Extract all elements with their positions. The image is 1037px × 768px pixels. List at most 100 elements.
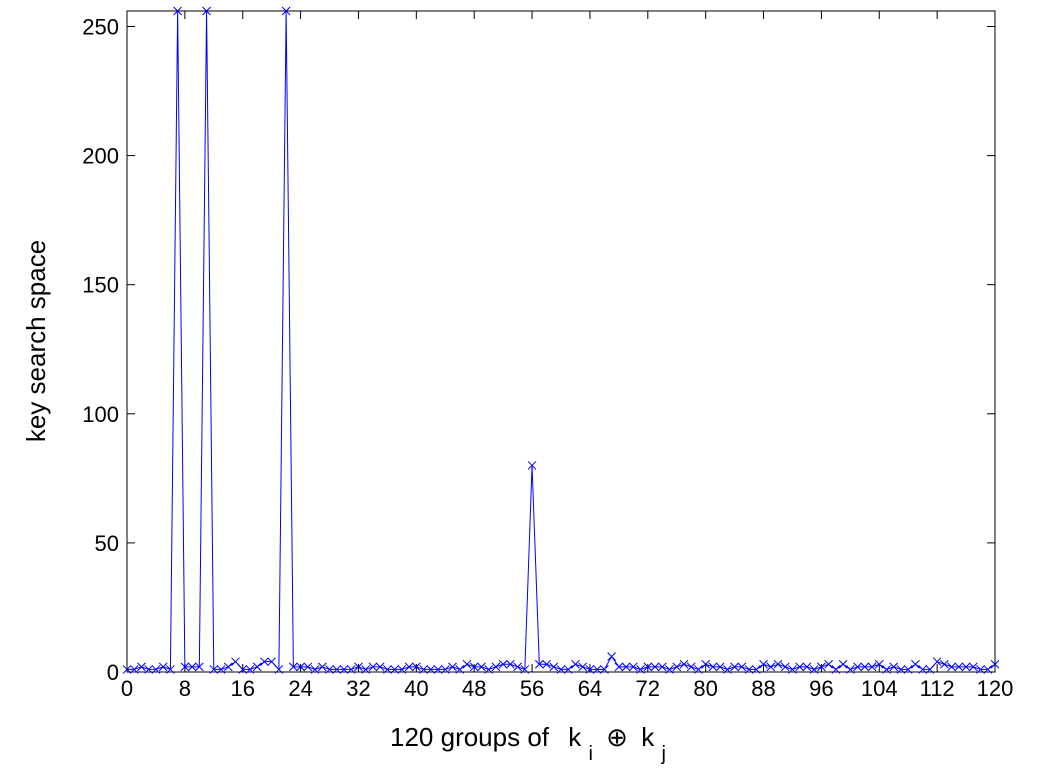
data-point-marker [911, 659, 920, 669]
data-point-marker [129, 665, 139, 674]
data-point-marker [824, 659, 833, 669]
data-point-marker [607, 652, 616, 661]
data-point-marker [751, 665, 761, 674]
data-point-marker [701, 659, 711, 669]
data-point-marker [903, 665, 913, 674]
x-tick-label: 64 [578, 676, 602, 701]
x-axis-label-sub-i: i [588, 743, 592, 765]
data-point-marker [744, 665, 754, 674]
data-point-marker [925, 665, 935, 674]
data-point-marker [882, 665, 891, 674]
data-point-marker [527, 461, 537, 470]
data-point-marker [628, 662, 638, 672]
data-point-marker [679, 659, 689, 669]
data-point-marker [578, 662, 588, 672]
data-point-marker [325, 665, 334, 674]
data-point-marker [961, 662, 971, 672]
data-point-marker [245, 665, 255, 674]
data-point-marker [296, 662, 305, 672]
data-point-marker [426, 665, 436, 674]
data-point-marker [332, 665, 342, 674]
data-point-marker [281, 6, 291, 16]
x-tick-label: 32 [346, 676, 370, 701]
data-point-marker [874, 659, 884, 669]
data-point-marker [542, 659, 551, 669]
x-tick-label: 40 [404, 676, 428, 701]
y-tick-label: 100 [82, 402, 119, 427]
data-point-marker [845, 665, 855, 674]
data-point-marker [556, 665, 566, 674]
data-point-marker [932, 657, 942, 667]
data-point-marker [397, 665, 407, 674]
data-point-marker [491, 662, 501, 672]
y-tick-label: 200 [82, 144, 119, 169]
data-point-marker [368, 662, 378, 672]
data-point-marker [137, 662, 146, 672]
data-point-marker [968, 662, 978, 672]
data-point-marker [650, 662, 660, 672]
data-point-marker [549, 662, 559, 672]
data-point-marker [643, 662, 653, 672]
data-point-marker [730, 662, 739, 672]
data-point-marker [715, 662, 725, 672]
data-point-marker [383, 665, 392, 674]
data-point-marker [375, 662, 385, 672]
data-point-marker [940, 659, 949, 669]
data-point-marker [158, 662, 168, 672]
data-point-marker [585, 665, 595, 674]
data-point-marker [636, 665, 645, 674]
data-point-marker [831, 665, 841, 674]
data-point-marker [571, 659, 580, 669]
data-point-marker [954, 662, 964, 672]
x-tick-label: 56 [520, 676, 544, 701]
data-point-marker [404, 662, 414, 672]
x-axis-label-k1: k [568, 722, 582, 752]
data-point-marker [223, 662, 233, 672]
data-point-marker [440, 665, 450, 674]
data-point-marker [166, 665, 175, 674]
data-point-marker [419, 665, 428, 674]
data-point-marker [788, 665, 797, 674]
x-axis-label-sub-j: j [660, 743, 665, 765]
data-point-marker [773, 659, 783, 669]
data-point-marker [513, 662, 522, 672]
data-point-marker [817, 662, 826, 672]
data-point-marker [260, 657, 269, 667]
data-point-marker [310, 665, 320, 674]
data-point-marker [723, 665, 732, 674]
y-tick-label: 0 [107, 660, 119, 685]
x-tick-label: 24 [288, 676, 312, 701]
data-point-marker [600, 665, 609, 674]
x-tick-label: 120 [977, 676, 1014, 701]
data-point-marker [665, 665, 674, 674]
data-point-marker [853, 662, 862, 672]
data-point-marker [896, 665, 906, 674]
data-point-marker [686, 662, 696, 672]
data-point-marker [180, 662, 190, 672]
data-point-marker [194, 662, 204, 672]
data-point-marker [469, 662, 479, 672]
data-point-marker [889, 662, 899, 672]
data-series [122, 6, 1000, 674]
data-point-marker [274, 665, 284, 674]
x-tick-label: 48 [462, 676, 486, 701]
x-tick-label: 96 [809, 676, 833, 701]
data-point-marker [267, 657, 277, 667]
data-point-marker [202, 6, 211, 16]
data-point-marker [759, 659, 768, 669]
data-point-marker [238, 665, 248, 674]
data-point-marker [411, 662, 421, 672]
x-tick-label: 104 [861, 676, 898, 701]
data-point-marker [484, 665, 494, 674]
x-tick-label: 80 [693, 676, 717, 701]
data-point-marker [317, 662, 327, 672]
data-point-marker [346, 665, 356, 674]
data-point-marker [976, 665, 985, 674]
x-tick-label: 112 [920, 676, 955, 701]
data-point-marker [455, 665, 465, 674]
data-point-marker [151, 665, 161, 674]
data-point-marker [361, 665, 371, 674]
x-tick-label: 8 [179, 676, 191, 701]
data-point-marker [289, 662, 298, 672]
data-point-marker [231, 657, 240, 667]
